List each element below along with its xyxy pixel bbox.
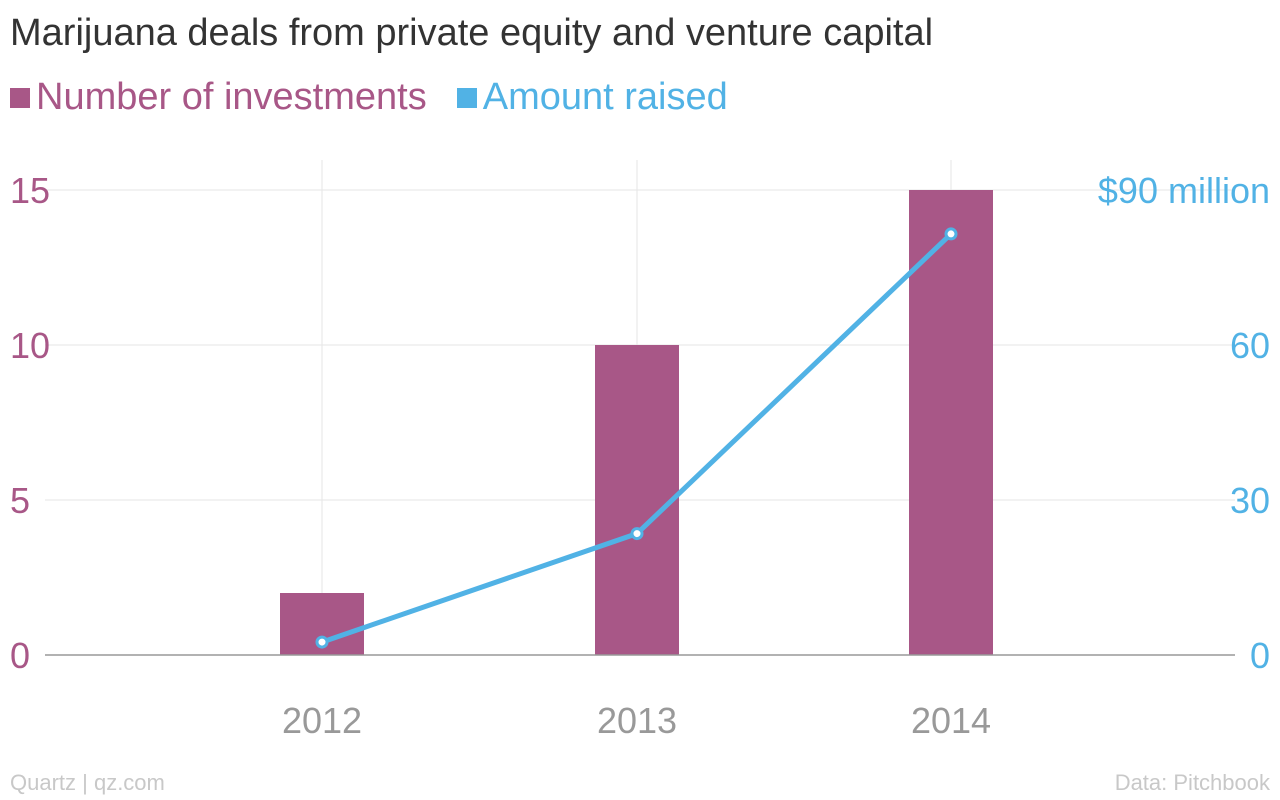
x-axis-tick-label-2012: 2012	[282, 700, 362, 741]
legend: Number of investments Amount raised	[10, 76, 758, 119]
chart-title: Marijuana deals from private equity and …	[10, 12, 934, 54]
legend-swatch-amount	[456, 87, 477, 108]
legend-label-investments: Number of investments	[36, 76, 427, 118]
left-axis-tick-label: 10	[10, 325, 50, 366]
legend-swatch-investments	[10, 87, 30, 108]
right-axis-tick-label: 30	[1230, 480, 1270, 521]
right-axis-tick-label: 60	[1230, 325, 1270, 366]
footer-source: Data: Pitchbook	[1114, 770, 1270, 795]
point-amount-2014	[944, 227, 958, 241]
x-axis-tick-label-2013: 2013	[597, 700, 677, 741]
left-axis-tick-label: 15	[10, 170, 50, 211]
bar-investments-2014	[909, 190, 993, 655]
point-amount-2013	[630, 527, 644, 541]
legend-item-investments: Number of investments	[10, 76, 427, 119]
right-axis-tick-label: 0	[1250, 635, 1270, 676]
bar-investments-2013	[595, 345, 679, 655]
footer-credit: Quartz | qz.com	[10, 770, 165, 795]
x-axis-tick-label-2014: 2014	[911, 700, 991, 741]
legend-item-amount: Amount raised	[456, 76, 728, 119]
right-axis-tick-label: $90 million	[1098, 170, 1270, 211]
left-axis-tick-label: 5	[10, 480, 30, 521]
legend-label-amount: Amount raised	[482, 76, 728, 118]
left-axis-tick-label: 0	[10, 635, 30, 676]
point-amount-2012	[315, 635, 329, 649]
